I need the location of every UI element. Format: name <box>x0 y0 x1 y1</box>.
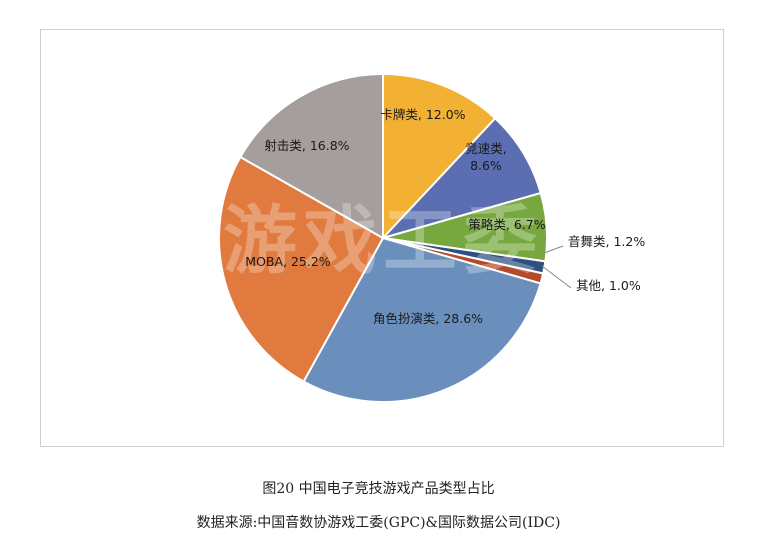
slice-label: 其他, 1.0% <box>576 278 641 293</box>
slice-label: 音舞类, 1.2% <box>568 234 645 249</box>
pie-slice <box>218 155 385 383</box>
leader-line <box>541 265 572 289</box>
leader-line <box>543 245 564 254</box>
slice-label: MOBA, 25.2% <box>245 254 331 269</box>
pie-slice <box>379 116 542 240</box>
figure-caption: 图20 中国电子竞技游戏产品类型占比 <box>262 481 495 497</box>
pie-chart: 游戏工委 卡牌类, 12.0% 竞速类, 8.6% 策略类, 6.7% 音舞类, 1.2%… <box>218 72 645 403</box>
pie-slice <box>239 72 384 240</box>
slice-label: 角色扮演类, 28.6% <box>373 311 483 326</box>
source-caption: 数据来源:中国音数协游戏工委(GPC)&国际数据公司(IDC) <box>196 515 561 531</box>
pie-slice <box>382 72 497 241</box>
slice-label: 策略类, 6.7% <box>468 217 545 232</box>
slice-label: 射击类, 16.8% <box>264 138 349 153</box>
slice-label: 卡牌类, 12.0% <box>380 107 465 122</box>
slice-label: 竞速类, 8.6% <box>465 141 506 173</box>
watermark-text: 游戏工委 <box>223 198 543 284</box>
chart-frame: 游戏工委 卡牌类, 12.0% 竞速类, 8.6% 策略类, 6.7% 音舞类, 1.2%… <box>40 29 724 447</box>
pie-slice <box>302 236 542 403</box>
